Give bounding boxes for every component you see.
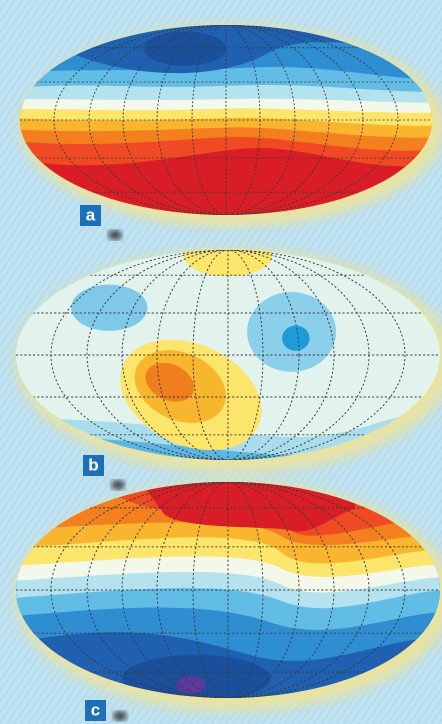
panel-label: a <box>86 205 96 224</box>
figure: a b <box>0 0 442 724</box>
panel-label: c <box>91 700 100 719</box>
panel-label: b <box>88 455 98 474</box>
